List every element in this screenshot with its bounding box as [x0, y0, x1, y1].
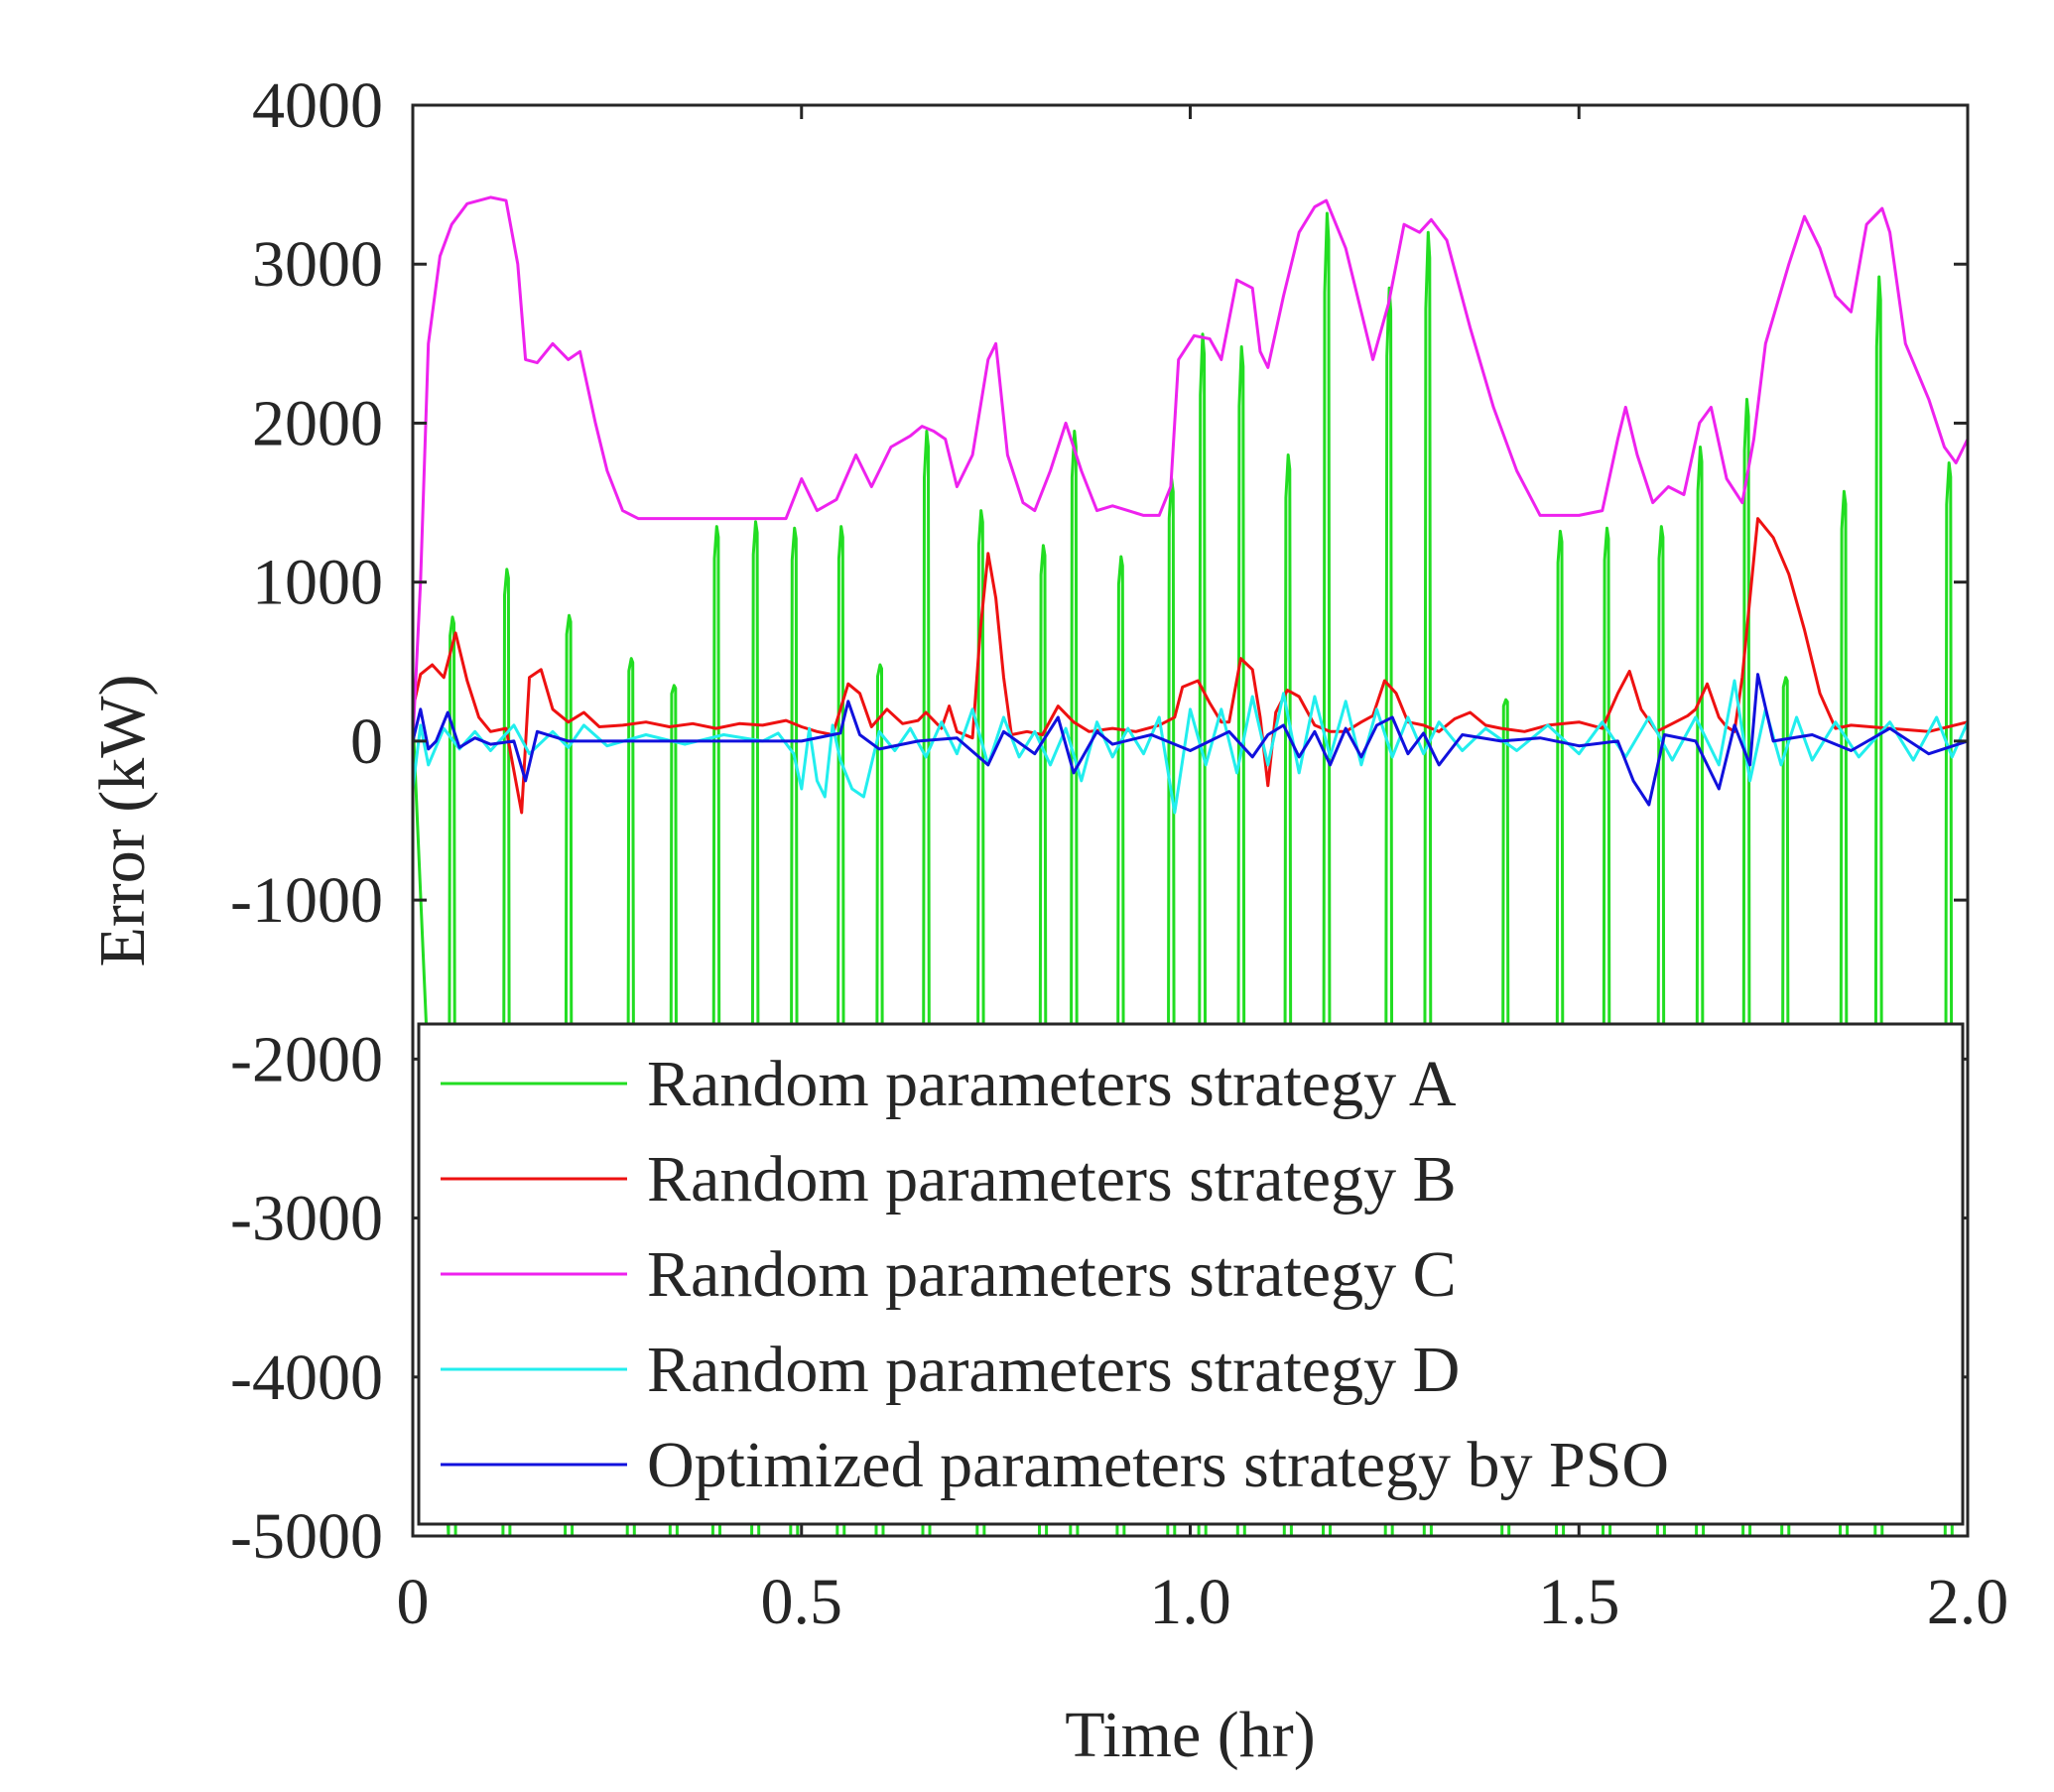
series-line-b [413, 517, 1968, 815]
series-layer [413, 195, 1968, 1536]
x-tick-label: 0.5 [761, 1566, 843, 1638]
y-tick-label: 1000 [252, 547, 383, 619]
x-tick-label: 1.0 [1149, 1566, 1231, 1638]
series-line-a [413, 211, 1968, 1536]
series-line-e [413, 673, 1968, 807]
legend-box [417, 1022, 1965, 1526]
x-tick-label: 1.5 [1538, 1566, 1620, 1638]
x-tick-label: 0 [397, 1566, 430, 1638]
legend-label: Random parameters strategy B [647, 1143, 1457, 1216]
y-tick-label: -2000 [230, 1023, 383, 1095]
y-tick-label: -5000 [230, 1500, 383, 1573]
y-tick-label: -1000 [230, 864, 383, 937]
axes-layer: 4000 3000 2000 1000 0 -1000 -2000 -3000 -4000 -50… [86, 69, 2008, 1771]
legend-label: Random parameters strategy C [647, 1238, 1457, 1311]
y-tick-label: 4000 [252, 69, 383, 142]
x-tick-label: 2.0 [1927, 1566, 2009, 1638]
legend-label: Optimized parameters strategy by PSO [647, 1429, 1669, 1501]
y-tick-label: -3000 [230, 1183, 383, 1255]
legend: Random parameters strategy A Random param… [417, 1022, 1965, 1526]
y-tick-label: 0 [350, 705, 383, 778]
x-axis-label: Time (hr) [1065, 1699, 1315, 1771]
series-line-c [413, 195, 1968, 741]
legend-label: Random parameters strategy D [647, 1334, 1460, 1406]
legend-label: Random parameters strategy A [647, 1048, 1457, 1120]
y-tick-label: -4000 [230, 1342, 383, 1414]
y-tick-label: 3000 [252, 228, 383, 301]
y-tick-label: 2000 [252, 387, 383, 459]
y-axis-label: Error (kW) [86, 674, 159, 966]
